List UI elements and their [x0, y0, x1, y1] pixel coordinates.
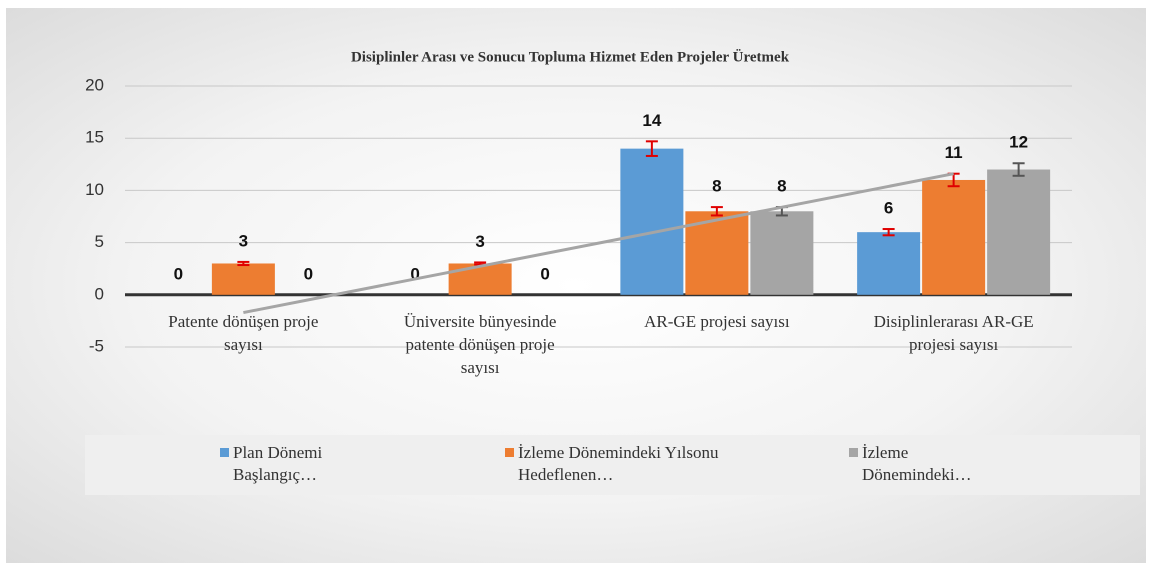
bar [211, 263, 275, 295]
error-bar [645, 140, 658, 157]
bar [922, 179, 986, 295]
bar [857, 232, 921, 295]
data-label: 0 [410, 264, 419, 283]
x-tick-label: Disiplinlerarası AR-GE projesi sayısı [874, 312, 1034, 354]
legend-swatch [505, 448, 514, 457]
legend-item: İzleme Dönemindeki… [849, 442, 992, 486]
y-tick-label: 5 [95, 232, 104, 251]
chart-title: Disiplinler Arası ve Sonucu Topluma Hizm… [351, 48, 790, 65]
bar [750, 211, 814, 295]
y-tick-label: -5 [89, 336, 104, 355]
data-label: 8 [777, 177, 786, 196]
bar [987, 169, 1051, 295]
legend-box [85, 435, 1140, 495]
x-tick-label: AR-GE projesi sayısı [644, 312, 790, 331]
data-label: 0 [174, 264, 183, 283]
legend-item: Plan Dönemi Başlangıç… [220, 442, 363, 486]
data-label: 0 [304, 264, 313, 283]
y-tick-label: 0 [95, 284, 104, 303]
data-label: 6 [884, 199, 893, 218]
x-tick-label: Üniversite bünyesinde patente dönüşen pro… [404, 312, 557, 377]
error-bar [710, 206, 723, 217]
legend-swatch [849, 448, 858, 457]
y-tick-label: 10 [85, 180, 104, 199]
y-tick-label: 20 [85, 75, 104, 94]
legend-label: İzleme Dönemindeki Yılsonu Hedeflenen… [518, 443, 719, 484]
legend-label: Plan Dönemi Başlangıç… [233, 443, 323, 484]
x-tick-label: Patente dönüşen proje sayısı [168, 312, 318, 354]
bar [448, 263, 512, 295]
error-bar [882, 228, 895, 237]
bar [620, 148, 684, 295]
data-label: 8 [712, 177, 721, 196]
data-label: 14 [642, 111, 661, 130]
error-bar [237, 260, 250, 267]
error-bar [1012, 162, 1025, 177]
trendline [243, 172, 954, 315]
data-label: 3 [475, 232, 484, 251]
y-tick-label: 15 [85, 128, 104, 147]
legend-item: İzleme Dönemindeki Yılsonu Hedeflenen… [505, 442, 723, 486]
data-label: 3 [239, 231, 248, 250]
legend-swatch [220, 448, 229, 457]
data-label: 0 [540, 264, 549, 283]
data-label: 12 [1009, 133, 1028, 152]
data-label: 11 [945, 143, 963, 162]
legend-label: İzleme Dönemindeki… [862, 443, 972, 484]
